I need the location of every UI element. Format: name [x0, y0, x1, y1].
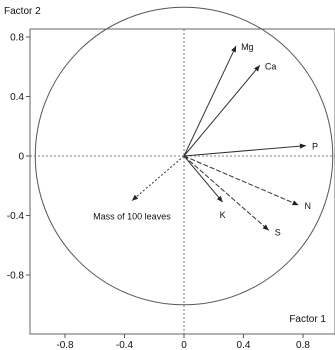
- plot-frame: [29, 28, 335, 335]
- arrowhead-mass-of-100-leaves: [131, 194, 139, 201]
- arrowhead-n: [291, 200, 299, 206]
- y-tick-label: 0.4: [10, 92, 24, 103]
- vector-line-ca: [183, 64, 261, 157]
- x-tick-label: 0: [181, 340, 187, 350]
- vector-label: Mg: [241, 42, 254, 52]
- y-axis-title: Factor 2: [4, 6, 41, 17]
- y-tick-label: 0: [18, 152, 24, 163]
- loading-vectors: Mg Ca P N S K Mass of 100 leaves: [93, 42, 318, 237]
- vector-line-k: [183, 155, 224, 203]
- x-tick-label: -0.4: [116, 340, 134, 350]
- vector-line-mg: [183, 45, 237, 157]
- vector-label: Ca: [265, 61, 277, 71]
- vector-line-mass-of-100-leaves: [131, 155, 185, 202]
- y-axis-ticks: -0.8 -0.4 0 0.4 0.8: [7, 33, 30, 282]
- y-tick-label: -0.4: [7, 211, 25, 222]
- vector-label: N: [305, 201, 312, 211]
- x-axis-ticks: -0.8 -0.4 0 0.4 0.8: [56, 334, 310, 350]
- unit-circle: [34, 6, 334, 306]
- arrowhead-ca: [254, 65, 260, 72]
- vector-line-s: [183, 155, 270, 231]
- vector-line-n: [183, 155, 299, 206]
- vector-line-p: [183, 145, 307, 157]
- arrowhead-s: [262, 224, 269, 231]
- vector-label: K: [220, 210, 226, 220]
- y-tick-label: 0.8: [10, 33, 24, 44]
- x-tick-label: 0.8: [296, 340, 310, 350]
- arrowhead-p: [299, 143, 306, 149]
- arrowhead-k: [216, 195, 223, 203]
- x-tick-label: 0.4: [237, 340, 251, 350]
- vector-label: S: [275, 227, 281, 237]
- y-tick-label: -0.8: [7, 271, 25, 282]
- vector-label: P: [312, 142, 318, 152]
- x-axis-title: Factor 1: [289, 314, 326, 325]
- vector-label: Mass of 100 leaves: [93, 212, 171, 222]
- x-tick-label: -0.8: [56, 340, 74, 350]
- arrowhead-mg: [231, 45, 237, 53]
